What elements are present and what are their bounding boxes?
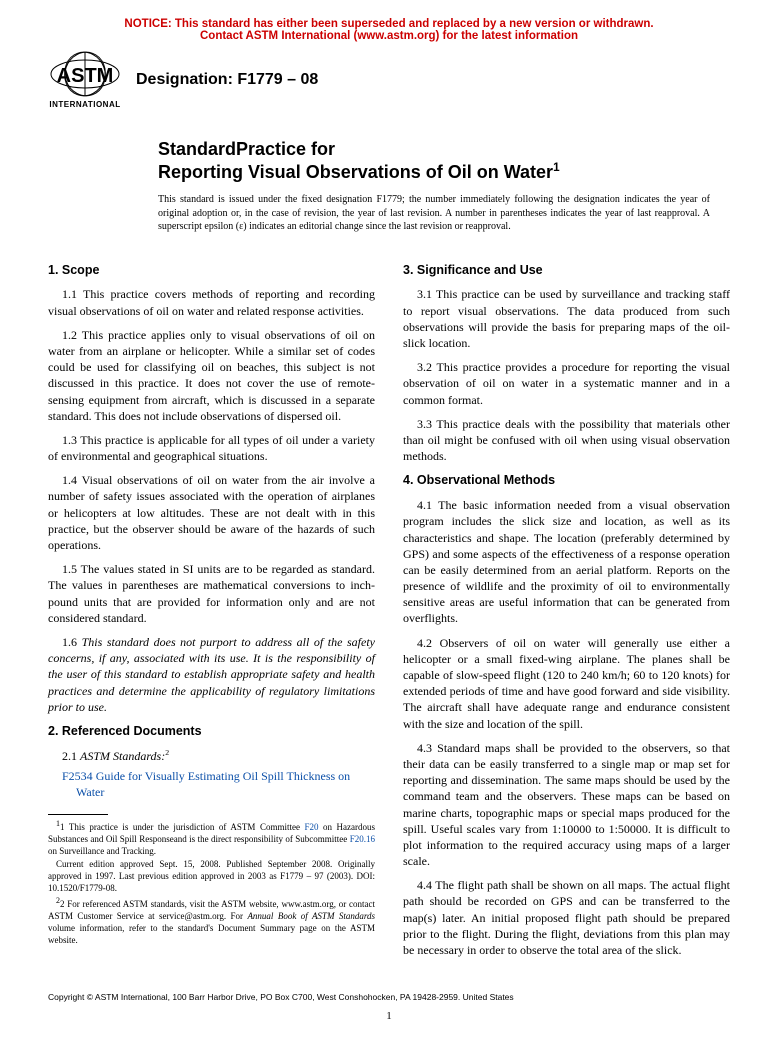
title-line2: Reporting Visual Observations of Oil on … [158, 161, 730, 184]
para-1-5: 1.5 The values stated in SI units are to… [48, 561, 375, 626]
issue-note: This standard is issued under the fixed … [158, 193, 710, 234]
para-3-1: 3.1 This practice can be used by surveil… [403, 286, 730, 351]
footnote-1b: Current edition approved Sept. 15, 2008.… [48, 859, 375, 894]
para-4-4: 4.4 The flight path shall be shown on al… [403, 877, 730, 958]
para-4-3: 4.3 Standard maps shall be provided to t… [403, 740, 730, 870]
para-3-3: 3.3 This practice deals with the possibi… [403, 416, 730, 465]
title-line1: StandardPractice for [158, 138, 730, 161]
astm-logo: ASTM INTERNATIONAL [48, 50, 122, 110]
para-1-6: 1.6 1.6 This standard does not purport t… [48, 634, 375, 715]
title-superscript: 1 [553, 161, 560, 174]
logo-top-text: ASTM [57, 65, 114, 87]
two-column-body: 1. Scope 1.1 This practice covers method… [48, 256, 730, 967]
notice-line1: NOTICE: This standard has either been su… [48, 18, 730, 30]
para-2-1: 2.1 ASTM Standards:2 [48, 748, 375, 764]
page: NOTICE: This standard has either been su… [0, 0, 778, 1042]
right-column: 3. Significance and Use 3.1 This practic… [403, 256, 730, 967]
section-4-head: 4. Observational Methods [403, 472, 730, 489]
title-block: StandardPractice for Reporting Visual Ob… [158, 138, 730, 183]
para-4-1: 4.1 The basic information needed from a … [403, 497, 730, 627]
ref-title-link[interactable]: Guide for Visually Estimating Oil Spill … [76, 769, 350, 799]
header-row: ASTM INTERNATIONAL Designation: F1779 – … [48, 50, 730, 110]
referenced-standard: F2534 Guide for Visually Estimating Oil … [48, 768, 375, 800]
para-1-2: 1.2 This practice applies only to visual… [48, 327, 375, 424]
footnote-link-f20[interactable]: F20 [304, 822, 318, 832]
footnote-2: 22 For referenced ASTM standards, visit … [48, 896, 375, 946]
designation-text: Designation: F1779 – 08 [136, 71, 318, 89]
para-1-4: 1.4 Visual observations of oil on water … [48, 472, 375, 553]
para-1-1: 1.1 This practice covers methods of repo… [48, 286, 375, 318]
logo-bottom-text: INTERNATIONAL [49, 100, 120, 109]
ref-code-link[interactable]: F2534 [62, 769, 93, 783]
section-1-head: 1. Scope [48, 262, 375, 279]
para-3-2: 3.2 This practice provides a procedure f… [403, 359, 730, 408]
notice-banner: NOTICE: This standard has either been su… [48, 18, 730, 42]
footnote-1a: 11 This practice is under the jurisdicti… [48, 819, 375, 857]
notice-line2: Contact ASTM International (www.astm.org… [48, 30, 730, 42]
section-2-head: 2. Referenced Documents [48, 723, 375, 740]
para-1-3: 1.3 This practice is applicable for all … [48, 432, 375, 464]
para-4-2: 4.2 Observers of oil on water will gener… [403, 635, 730, 732]
footnote-rule [48, 814, 108, 815]
section-3-head: 3. Significance and Use [403, 262, 730, 279]
page-number: 1 [48, 1010, 730, 1022]
footnote-link-f2016[interactable]: F20.16 [350, 834, 375, 844]
copyright-line: Copyright © ASTM International, 100 Barr… [48, 992, 730, 1002]
left-column: 1. Scope 1.1 This practice covers method… [48, 256, 375, 967]
